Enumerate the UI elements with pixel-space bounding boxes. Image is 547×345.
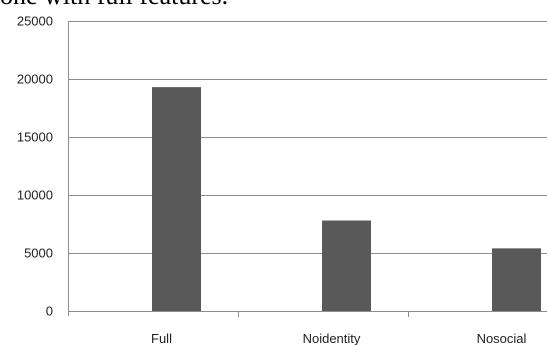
x-tick-labels: Full Noidentity Nosocial bbox=[151, 331, 527, 345]
y-tick-label: 25000 bbox=[17, 14, 53, 29]
gridlines bbox=[68, 21, 547, 254]
bar-full bbox=[152, 87, 201, 312]
y-tick-label: 5000 bbox=[24, 246, 53, 261]
bar-nosocial bbox=[492, 248, 541, 311]
caption-text: one with full features. bbox=[0, 0, 547, 11]
y-tick-label: 20000 bbox=[17, 72, 53, 87]
bars bbox=[152, 87, 541, 312]
y-tick-label: 0 bbox=[46, 304, 53, 319]
x-tick-label: Full bbox=[151, 331, 172, 345]
axes bbox=[68, 21, 547, 317]
x-tick-label: Noidentity bbox=[303, 331, 361, 345]
y-tick-labels: 0 5000 10000 15000 20000 25000 bbox=[17, 14, 53, 319]
y-tick-label: 15000 bbox=[17, 130, 53, 145]
x-tick-label: Nosocial bbox=[477, 331, 527, 345]
bar-noidentity bbox=[322, 220, 371, 311]
y-tick-label: 10000 bbox=[17, 188, 53, 203]
